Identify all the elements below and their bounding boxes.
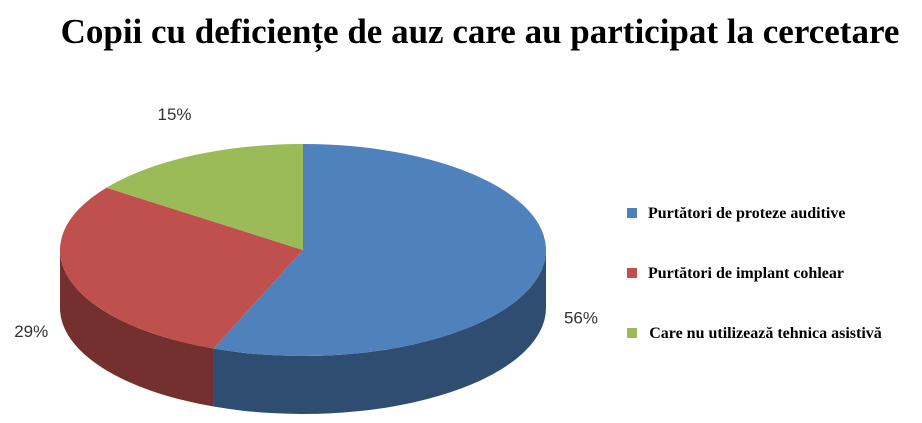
data-label: 29%	[14, 322, 48, 341]
legend-label: Purtători de implant cohlear	[648, 265, 844, 282]
pie-slice	[59, 187, 303, 349]
pie-side	[60, 250, 214, 407]
pie-slice	[213, 144, 546, 356]
chart-title: Copii cu deficiențe de auz care au parti…	[60, 12, 900, 51]
legend-swatch	[627, 328, 637, 338]
legend-swatch	[627, 208, 637, 218]
legend-label: Purtători de proteze auditive	[648, 205, 846, 222]
legend-label: Care nu utilizează tehnica asistivă	[649, 325, 882, 342]
pie-slice	[106, 144, 303, 250]
pie-side	[213, 250, 547, 414]
legend-swatch	[627, 268, 637, 278]
data-label: 56%	[564, 308, 598, 327]
data-label: 15%	[158, 105, 192, 124]
